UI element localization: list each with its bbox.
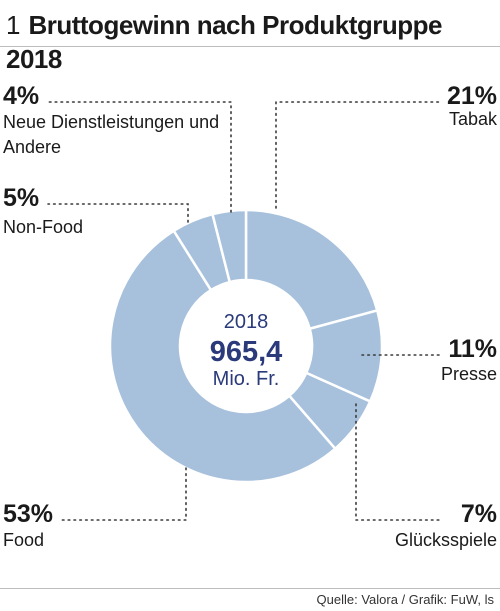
category-label-tabak: Tabak xyxy=(449,109,498,129)
slice-labels: 21%Tabak 11%Presse 7%Glücksspiele 53%Food 5%… xyxy=(3,82,498,550)
percent-label-food: 53% xyxy=(3,500,53,528)
category-label-gl-cksspiele: Glücksspiele xyxy=(395,530,497,550)
category-label-neue-dienstleistungen-und-andere: Neue Dienstleistungen und xyxy=(3,112,219,132)
center-total-value: 965,4 xyxy=(210,336,283,368)
donut-hole xyxy=(180,280,312,412)
leader-lines xyxy=(45,101,441,521)
category-label-non-food: Non-Food xyxy=(3,217,83,237)
leader-line-food xyxy=(59,467,187,521)
leader-line-tabak xyxy=(275,101,441,209)
top-divider xyxy=(0,46,500,47)
category-label-food: Food xyxy=(3,530,44,550)
donut-chart: 21%Tabak 11%Presse 7%Glücksspiele 53%Food 5%… xyxy=(3,82,498,550)
chart-title: Bruttogewinn nach Produktgruppe 2018 xyxy=(6,10,442,74)
percent-label-neue-dienstleistungen-und-andere: 4% xyxy=(3,82,39,110)
percent-label-gl-cksspiele: 7% xyxy=(461,500,497,528)
leader-line-gl-cksspiele xyxy=(355,403,441,521)
chart-header: 1 Bruttogewinn nach Produktgruppe 2018 xyxy=(6,8,496,76)
bottom-divider xyxy=(0,588,500,589)
category-label-presse: Presse xyxy=(441,364,497,384)
category-label-neue-dienstleistungen-und-andere: Andere xyxy=(3,137,61,157)
percent-label-tabak: 21% xyxy=(447,82,497,110)
percent-label-presse: 11% xyxy=(448,335,497,363)
percent-label-non-food: 5% xyxy=(3,184,39,212)
center-year: 2018 xyxy=(224,311,269,333)
center-unit: Mio. Fr. xyxy=(213,368,280,390)
chart-number: 1 xyxy=(6,10,21,40)
leader-line-neue-dienstleistungen-und-andere xyxy=(45,101,232,213)
source-note: Quelle: Valora / Grafik: FuW, ls xyxy=(316,592,494,607)
leader-line-non-food xyxy=(47,203,189,223)
